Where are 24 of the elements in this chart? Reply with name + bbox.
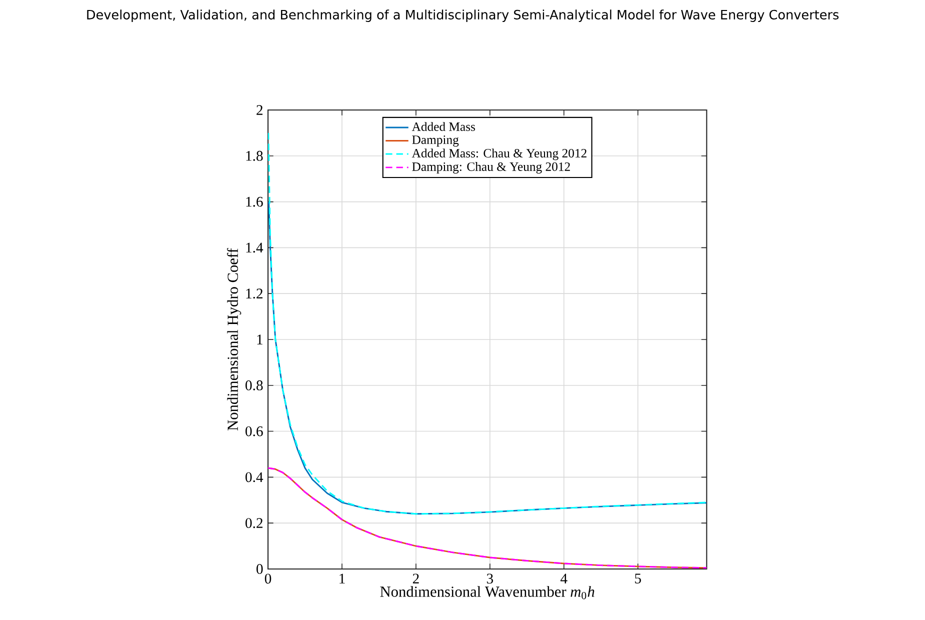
y-tick-label: 1.2 [246,288,262,299]
y-tick-label: 0.6 [246,426,263,436]
y-axis-title: Nondimensional Hydro Coeff [227,248,242,430]
legend-label: Damping [412,136,459,147]
y-tick-label: 1.4 [246,242,264,253]
y-tick-label: 2 [256,105,262,115]
y-tick-label: 0.8 [246,380,263,390]
x-tick-label: 1 [340,574,345,584]
y-tick-label: 0.2 [246,518,262,528]
x-tick-label: 3 [486,574,494,584]
legend-label: Added Mass: Chau & Yeung 2012 [412,148,586,160]
y-tick-label: 0.4 [246,472,264,482]
legend-label: Added Mass [412,122,475,131]
y-tick-label: 1 [257,334,262,344]
chart-title: Development, Validation, and Benchmarking of a Multidisciplinary Semi-Analytical Model for Wave Energy Converters [87,10,839,22]
x-axis-title: Nondimensional Wavenumber m$_{0}$h [380,586,594,600]
legend-label: Damping: Chau & Yeung 2012 [412,162,570,174]
x-tick-label: 4 [560,574,568,584]
x-tick-label: 0 [264,574,272,584]
x-tick-label: 5 [635,574,641,584]
y-tick-label: 1.8 [246,150,263,161]
y-tick-label: 0 [256,564,263,574]
y-tick-label: 1.6 [246,196,263,207]
x-tick-label: 2 [412,574,419,584]
